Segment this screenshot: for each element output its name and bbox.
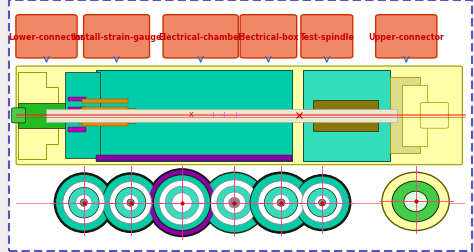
Bar bbox=[18, 104, 77, 128]
Ellipse shape bbox=[115, 188, 146, 218]
Bar bbox=[67, 108, 86, 112]
Ellipse shape bbox=[165, 186, 199, 219]
Ellipse shape bbox=[248, 172, 314, 233]
Ellipse shape bbox=[210, 180, 258, 226]
Ellipse shape bbox=[202, 173, 266, 233]
Ellipse shape bbox=[149, 171, 215, 235]
Ellipse shape bbox=[264, 187, 298, 218]
Text: Install-strain-gauge: Install-strain-gauge bbox=[72, 33, 161, 42]
Ellipse shape bbox=[101, 173, 160, 233]
Text: Lower-connector: Lower-connector bbox=[9, 33, 84, 42]
Bar bbox=[82, 100, 128, 103]
Ellipse shape bbox=[154, 175, 210, 231]
FancyBboxPatch shape bbox=[83, 16, 149, 59]
FancyBboxPatch shape bbox=[16, 67, 462, 165]
FancyBboxPatch shape bbox=[16, 16, 77, 59]
Ellipse shape bbox=[293, 175, 351, 231]
FancyBboxPatch shape bbox=[163, 16, 238, 59]
Bar bbox=[303, 109, 322, 123]
Ellipse shape bbox=[229, 198, 240, 208]
Text: +: + bbox=[232, 110, 239, 119]
Text: Electrical-chamber: Electrical-chamber bbox=[158, 33, 243, 42]
Ellipse shape bbox=[69, 188, 99, 218]
Bar bbox=[16, 55, 465, 176]
Bar bbox=[82, 107, 128, 111]
FancyBboxPatch shape bbox=[240, 16, 297, 59]
Ellipse shape bbox=[55, 175, 112, 231]
Ellipse shape bbox=[302, 183, 343, 223]
Ellipse shape bbox=[314, 195, 330, 210]
Ellipse shape bbox=[123, 195, 138, 211]
Ellipse shape bbox=[295, 176, 349, 229]
Ellipse shape bbox=[217, 186, 252, 219]
Ellipse shape bbox=[80, 199, 88, 206]
FancyBboxPatch shape bbox=[11, 108, 26, 123]
Ellipse shape bbox=[127, 199, 134, 206]
Bar bbox=[65, 73, 100, 159]
Bar bbox=[82, 115, 128, 118]
Ellipse shape bbox=[109, 182, 152, 224]
Ellipse shape bbox=[258, 181, 304, 225]
Ellipse shape bbox=[172, 193, 192, 213]
Ellipse shape bbox=[308, 188, 337, 217]
Ellipse shape bbox=[76, 195, 92, 211]
Ellipse shape bbox=[404, 192, 428, 212]
Bar bbox=[96, 155, 292, 161]
Bar bbox=[67, 98, 86, 102]
FancyBboxPatch shape bbox=[376, 16, 437, 59]
Text: Electrical-box: Electrical-box bbox=[237, 33, 299, 42]
Ellipse shape bbox=[63, 182, 105, 224]
FancyBboxPatch shape bbox=[301, 16, 353, 59]
Ellipse shape bbox=[319, 200, 326, 206]
Bar bbox=[390, 78, 420, 154]
Text: Test-spindle: Test-spindle bbox=[300, 33, 354, 42]
Polygon shape bbox=[18, 73, 58, 159]
FancyBboxPatch shape bbox=[420, 103, 448, 129]
Ellipse shape bbox=[102, 175, 159, 231]
Ellipse shape bbox=[392, 181, 439, 222]
Bar bbox=[313, 101, 378, 131]
Ellipse shape bbox=[159, 181, 205, 225]
Ellipse shape bbox=[54, 173, 114, 233]
Ellipse shape bbox=[277, 199, 285, 207]
Text: +: + bbox=[209, 110, 216, 119]
Bar bbox=[82, 122, 128, 126]
Ellipse shape bbox=[250, 174, 312, 232]
Text: +: + bbox=[220, 110, 228, 119]
Bar bbox=[67, 118, 86, 122]
Text: Upper-connector: Upper-connector bbox=[368, 33, 444, 42]
Bar bbox=[303, 71, 390, 161]
Bar bbox=[67, 128, 86, 132]
Bar bbox=[79, 108, 135, 123]
FancyBboxPatch shape bbox=[9, 1, 472, 251]
Ellipse shape bbox=[272, 195, 290, 211]
Ellipse shape bbox=[382, 173, 449, 231]
Text: X: X bbox=[189, 112, 194, 118]
Bar bbox=[401, 86, 427, 146]
Ellipse shape bbox=[147, 169, 217, 236]
Bar bbox=[96, 71, 292, 161]
Bar bbox=[46, 109, 397, 123]
Ellipse shape bbox=[223, 192, 246, 213]
